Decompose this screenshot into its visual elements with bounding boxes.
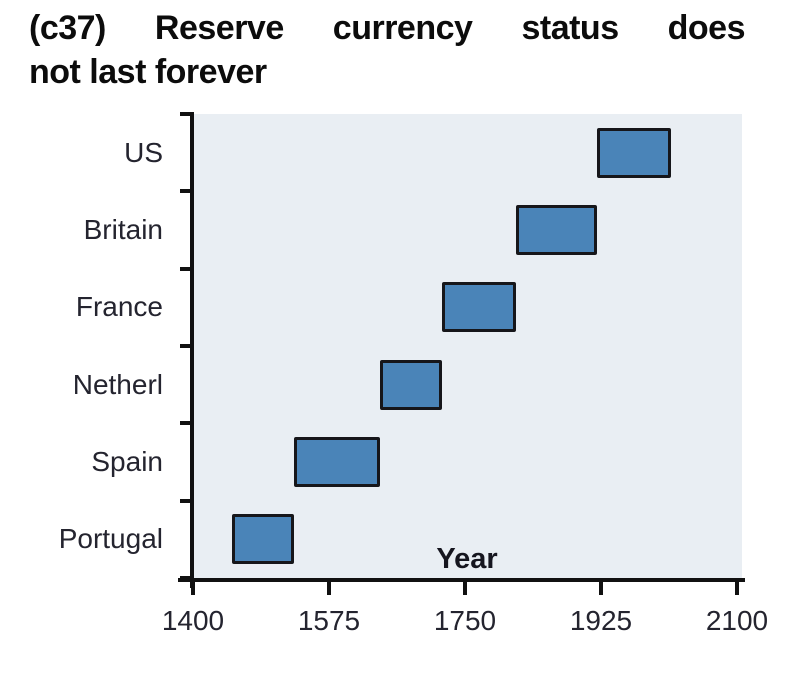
y-axis-tick (180, 344, 193, 348)
y-axis-label: US (124, 136, 163, 168)
x-axis-tick (191, 581, 195, 595)
y-axis-tick (180, 266, 193, 271)
x-axis-tick (463, 581, 467, 595)
x-tick-label: 1575 (297, 605, 361, 636)
y-axis-label: Britain (83, 214, 163, 245)
x-tick-label: 1750 (433, 605, 497, 636)
x-tick-label: 1400 (161, 605, 225, 636)
y-axis-tick (180, 112, 193, 116)
y-axis-tick (180, 498, 193, 503)
plot-area (193, 114, 742, 578)
y-axis-label: Spain (91, 446, 163, 477)
chart-title-line2: not last forever (29, 53, 267, 91)
chart-title-line1: (c37) Reserve currency status does (29, 9, 746, 47)
bar-spain (294, 437, 380, 487)
x-axis-tick (327, 581, 331, 595)
chart-title: (c37) Reserve currency status does not l… (29, 6, 746, 94)
y-axis-tick (180, 189, 193, 194)
y-axis-tick (180, 576, 193, 580)
x-axis-tick (735, 581, 739, 595)
x-axis-line (178, 578, 745, 582)
y-axis-tick (180, 421, 193, 426)
x-tick-label: 1925 (569, 605, 633, 636)
x-axis-tick (599, 581, 603, 595)
y-axis-label: Portugal (58, 523, 163, 555)
bar-france (441, 282, 516, 333)
x-axis-title: Year (436, 543, 498, 575)
bar-netherl (379, 359, 442, 410)
bar-us (597, 127, 671, 178)
y-axis-label: Netherl (72, 368, 163, 400)
bar-britain (515, 205, 598, 255)
y-axis-line (190, 112, 194, 588)
y-axis-label: France (75, 291, 163, 323)
x-tick-label: 2100 (705, 605, 769, 636)
bar-portugal (231, 514, 294, 565)
